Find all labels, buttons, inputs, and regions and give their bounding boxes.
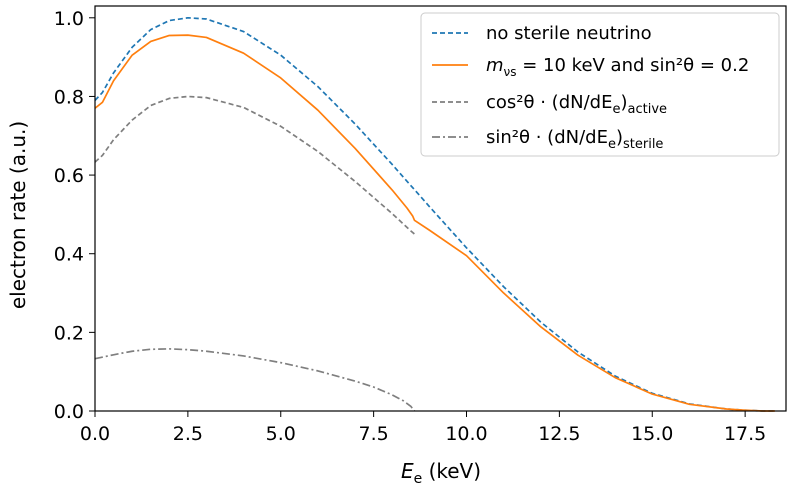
legend-box (420, 12, 780, 157)
series-line-active (94, 95, 416, 235)
plot-lines (94, 16, 775, 412)
y-tick-label: 1.0 (54, 8, 84, 30)
legend-label-sterile-10kev: mνs = 10 keV and sin²θ = 0.2 (486, 55, 749, 79)
series-line-sterile_10kev (94, 34, 775, 412)
x-tick-label: 15.0 (631, 423, 673, 445)
y-tick-label: 0.0 (54, 401, 84, 423)
y-tick-label: 0.2 (54, 322, 84, 344)
x-tick-label: 17.5 (724, 423, 766, 445)
axis-ticks: 0.0 2.5 5.0 7.5 10.0 12.5 15.0 17.5 0.0 0.2 0.4 0.6… (54, 8, 767, 445)
plot-frame (94, 5, 787, 412)
x-tick-label: 0.0 (80, 423, 110, 445)
legend-label-no-sterile: no sterile neutrino (486, 23, 652, 44)
x-axis-label: Ee (keV) (401, 459, 481, 486)
x-tick-label: 7.5 (359, 423, 389, 445)
legend-label-sterile: sin²θ · (dN/dEe)sterile (486, 127, 663, 152)
y-tick-label: 0.4 (54, 244, 84, 266)
x-tick-label: 12.5 (538, 423, 580, 445)
y-tick-label: 0.6 (54, 165, 84, 187)
x-tick-label: 2.5 (173, 423, 203, 445)
x-tick-label: 5.0 (266, 423, 296, 445)
legend-label-active: cos²θ · (dN/dEe)active (486, 92, 667, 117)
legend: no sterile neutrino mνs = 10 keV and sin… (420, 12, 780, 157)
x-tick-label: 10.0 (445, 423, 487, 445)
y-axis-label: electron rate (a.u.) (6, 121, 30, 309)
y-tick-label: 0.8 (54, 86, 84, 108)
series-line-sterile (94, 348, 416, 412)
